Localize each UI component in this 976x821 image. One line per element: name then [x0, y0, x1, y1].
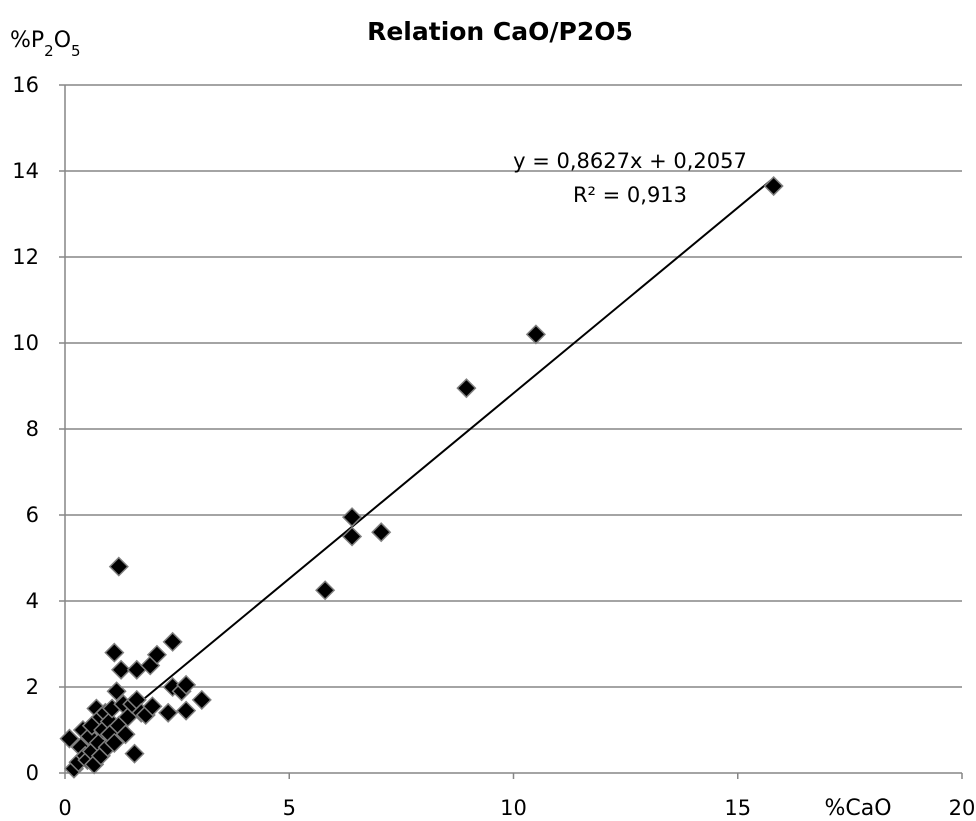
data-point-48 — [341, 507, 363, 528]
data-points — [59, 175, 784, 779]
x-tick-label-1: 5 — [283, 796, 296, 820]
data-point-39 — [158, 702, 179, 723]
y-tick-label-6: 12 — [12, 245, 39, 269]
data-point-44 — [176, 674, 197, 695]
x-tick-label-2: 10 — [500, 796, 527, 820]
gridlines — [65, 84, 962, 688]
data-point-50 — [456, 378, 477, 399]
x-tick-labels: 0 5 10 15 20 — [58, 796, 975, 820]
x-tick-label-3: 15 — [724, 796, 751, 820]
data-point-22 — [104, 642, 125, 663]
data-point-24 — [108, 556, 129, 577]
data-point-43 — [176, 700, 197, 721]
data-point-45 — [191, 689, 212, 710]
y-tick-label-4: 8 — [26, 417, 39, 441]
y-tick-labels: 0 2 4 6 8 10 12 14 16 — [12, 73, 39, 785]
y-axis-label-sub1: 2 — [44, 42, 54, 60]
y-axis-label-sub2: 5 — [71, 42, 81, 60]
data-point-38 — [146, 644, 168, 665]
data-point-28 — [115, 724, 136, 745]
trendline-group — [131, 177, 775, 710]
data-point-26 — [111, 659, 132, 680]
trendline — [131, 177, 775, 710]
x-tick-label-0: 0 — [58, 796, 71, 820]
y-tick-label-1: 2 — [26, 675, 39, 699]
y-tick-label-8: 16 — [12, 73, 39, 97]
data-point-31 — [124, 743, 145, 764]
y-axis-label: %P2O5 — [10, 28, 81, 60]
data-point-46 — [315, 580, 336, 601]
y-axis-label-mid: O — [54, 28, 71, 53]
data-point-51 — [525, 324, 546, 345]
data-point-52 — [763, 175, 784, 197]
axes — [59, 84, 963, 779]
x-tick-label-4: 20 — [949, 796, 976, 820]
y-axis-label-main: %P — [10, 28, 44, 53]
trendline-r-squared: R² = 0,913 — [573, 183, 687, 207]
data-point-0 — [59, 728, 80, 749]
y-tick-label-3: 6 — [26, 503, 39, 527]
y-tick-label-0: 0 — [26, 761, 39, 785]
data-point-21 — [104, 732, 125, 753]
data-point-49 — [371, 522, 392, 543]
chart-title: Relation CaO/P2O5 — [367, 17, 633, 46]
data-point-47 — [341, 526, 363, 547]
data-point-40 — [162, 631, 183, 652]
data-point-23 — [106, 681, 127, 702]
y-tick-label-5: 10 — [12, 331, 39, 355]
y-tick-label-2: 4 — [26, 589, 39, 613]
trendline-equation: y = 0,8627x + 0,2057 — [513, 149, 747, 173]
y-tick-label-7: 14 — [12, 159, 39, 183]
x-axis-label: %CaO — [824, 796, 891, 821]
data-point-37 — [142, 696, 163, 717]
